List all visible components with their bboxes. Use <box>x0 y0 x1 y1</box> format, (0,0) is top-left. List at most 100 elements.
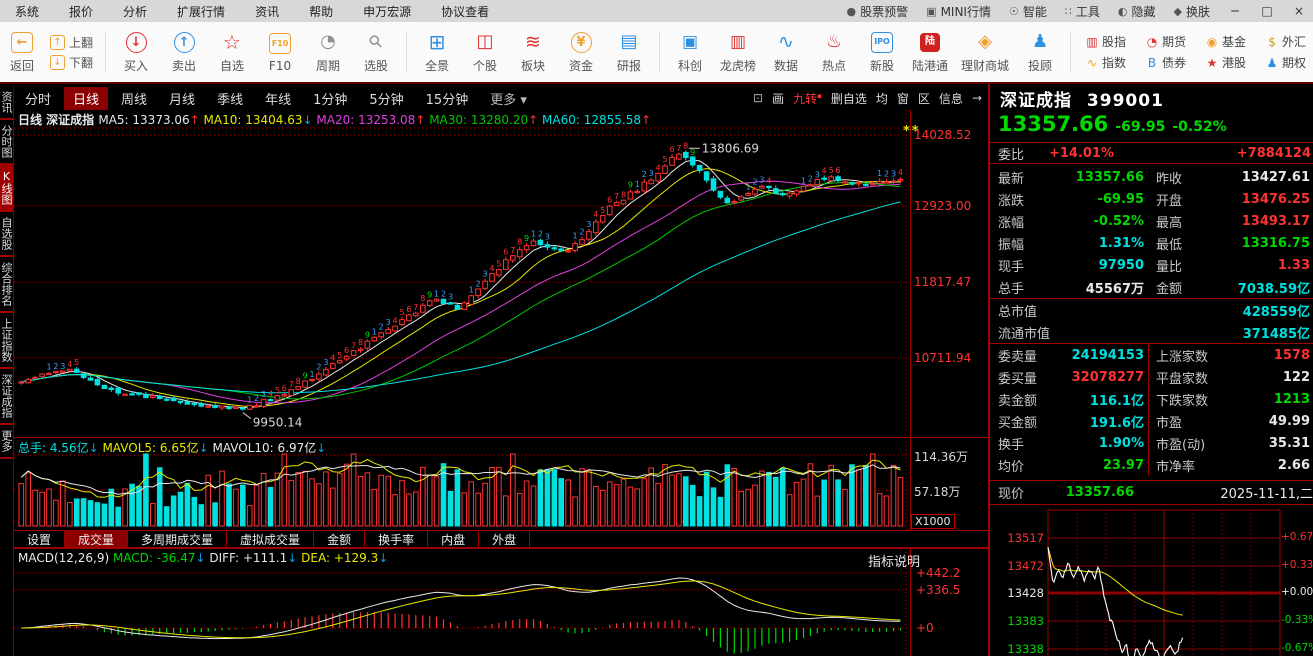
indicator-tab-外盘[interactable]: 外盘 <box>479 531 531 547</box>
status-skin[interactable]: ◆ 换肤 <box>1167 3 1217 20</box>
sidebar-item-上证指数[interactable]: 上证指数 <box>0 313 13 369</box>
status-hide[interactable]: ◐ 隐藏 <box>1111 3 1163 20</box>
toolbar-panorama-button[interactable]: ⊞ 全景 <box>413 30 461 74</box>
market-futures[interactable]: ◔ 期货 <box>1145 33 1203 50</box>
menu-2[interactable]: 报价 <box>69 4 94 19</box>
market-forex[interactable]: $ 外汇 <box>1265 33 1313 50</box>
toolbar-hot-button[interactable]: ♨ 热点 <box>810 30 858 74</box>
svg-text:9950.14: 9950.14 <box>253 416 303 430</box>
market-fund[interactable]: ◉ 基金 <box>1205 33 1263 50</box>
sidebar-item-自选股[interactable]: 自选股 <box>0 212 13 257</box>
sidebar-item-K线图[interactable]: K线图 <box>0 165 13 212</box>
pin-icon[interactable]: ⊡ <box>753 91 764 105</box>
toolbar-stock-button[interactable]: ◫ 个股 <box>461 30 509 74</box>
menu-6[interactable]: 帮助 <box>309 4 334 19</box>
sidebar-item-更多[interactable]: 更多 <box>0 425 13 459</box>
status-mini-quote[interactable]: ▣ MINI行情 <box>919 3 998 20</box>
quote-price-row: 13357.66 -69.95 -0.52% <box>998 112 1227 136</box>
indicator-tab-金额[interactable]: 金额 <box>314 531 366 547</box>
toolbar-period-button[interactable]: ◔ 周期 <box>304 30 352 74</box>
market-bond[interactable]: B 债券 <box>1145 54 1203 71</box>
svg-text:5: 5 <box>74 358 79 367</box>
period-tab-周线[interactable]: 周线 <box>121 92 148 108</box>
mini-intraday-chart[interactable] <box>992 506 1313 656</box>
toolbar-sector-button[interactable]: ≋ 板块 <box>509 30 557 74</box>
macd-axis-label: +442.2 <box>916 566 961 580</box>
toolbar-f10-button[interactable]: F10 F10 <box>256 32 304 73</box>
tool-删自选[interactable]: 删自选 <box>830 91 867 106</box>
menu-3[interactable]: 分析 <box>123 4 148 19</box>
indicator-tab-成交量[interactable]: 成交量 <box>65 531 129 547</box>
close-button[interactable]: × <box>1293 4 1305 18</box>
sidebar-item-综合排名[interactable]: 综合排名 <box>0 257 13 313</box>
period-tab-分时[interactable]: 分时 <box>25 92 52 108</box>
indicator-tab-虚拟成交量[interactable]: 虚拟成交量 <box>227 531 315 547</box>
period-tab-月线[interactable]: 月线 <box>169 92 196 108</box>
market-index[interactable]: ∿ 指数 <box>1085 54 1143 71</box>
toolbar-mall-button[interactable]: ◈ 理财商城 <box>954 30 1016 74</box>
sidebar-item-资讯[interactable]: 资讯 <box>0 86 13 120</box>
period-tab-5分钟[interactable]: 5分钟 <box>369 92 404 108</box>
tool-窗[interactable]: 窗 <box>896 91 909 106</box>
market-hk-stock[interactable]: ★ 港股 <box>1205 54 1263 71</box>
quote-label: 涨幅 <box>998 215 1025 231</box>
toolbar-report-button[interactable]: ▤ 研报 <box>605 30 653 74</box>
menu-4[interactable]: 扩展行情 <box>177 4 226 19</box>
toolbar-hgt-button[interactable]: 陆陆港通 <box>906 30 954 74</box>
svg-text:2: 2 <box>538 229 543 238</box>
data-icon: ∿ <box>778 30 794 53</box>
menu-1[interactable]: 系统 <box>15 4 40 19</box>
toolbar-buy-button[interactable]: ↓ 买入 <box>112 30 160 74</box>
toolbar-stock-pick-button[interactable]: ⚲ 选股 <box>352 30 400 74</box>
page-down-button[interactable]: ↓ 下翻 <box>50 54 93 71</box>
tool-九转[interactable]: 九转▪ <box>793 91 822 106</box>
toolbar-star-market-button[interactable]: ▣ 科创 <box>666 30 714 74</box>
period-tab-1分钟[interactable]: 1分钟 <box>313 92 348 108</box>
menu-8[interactable]: 协议查看 <box>441 4 490 19</box>
period-tab-日线[interactable]: 日线 <box>64 86 109 110</box>
indicator-tab-设置[interactable]: 设置 <box>14 531 66 547</box>
page-up-button[interactable]: ↑ 上翻 <box>50 34 93 51</box>
toolbar-favorite-button[interactable]: ☆ 自选 <box>208 30 256 74</box>
indicator-tab-多周期成交量[interactable]: 多周期成交量 <box>128 531 228 547</box>
quote-value: 428559亿 <box>1242 304 1310 320</box>
tool-画[interactable]: 画 <box>772 91 785 106</box>
indicator-tab-换手率[interactable]: 换手率 <box>365 531 429 547</box>
tool-信息[interactable]: 信息 <box>938 91 963 106</box>
toolbar-ipo-button[interactable]: IPO 新股 <box>858 30 906 74</box>
toolbar-advisor-button[interactable]: ♟ 投顾 <box>1016 30 1064 74</box>
menu-7[interactable]: 申万宏源 <box>363 4 412 19</box>
volume-chart[interactable] <box>14 437 988 530</box>
minimize-button[interactable]: ─ <box>1231 4 1239 18</box>
indicator-tab-内盘[interactable]: 内盘 <box>428 531 480 547</box>
volume-header: 总手: 4.56亿↓ MAVOL5: 6.65亿↓ MAVOL10: 6.97亿… <box>18 439 326 456</box>
toolbar-label: 科创 <box>678 59 703 73</box>
status-bell[interactable]: ● 股票预警 <box>840 3 916 20</box>
tool-均[interactable]: 均 <box>875 91 888 106</box>
back-button[interactable]: ← 返回 <box>0 30 44 74</box>
sidebar-item-深证成指[interactable]: 深证成指 <box>0 369 13 425</box>
sidebar-item-分时图[interactable]: 分时图 <box>0 120 13 165</box>
menu-5[interactable]: 资讯 <box>255 4 280 19</box>
collapse-panel-icon[interactable]: → <box>971 91 982 105</box>
tool-区[interactable]: 区 <box>917 91 930 106</box>
period-bar: 分时 日线 周线 月线 季线 年线 1分钟 5分钟 15分钟 更多 ▾ ⊡ 画九转▪ 删自选均窗区信息… <box>14 86 988 110</box>
period-tab-年线[interactable]: 年线 <box>265 92 292 108</box>
status-tools[interactable]: ∷ 工具 <box>1058 3 1107 20</box>
toolbar-data-button[interactable]: ∿ 数据 <box>762 30 810 74</box>
period-tab-季线[interactable]: 季线 <box>217 92 244 108</box>
period-tab-more[interactable]: 更多 ▾ <box>490 92 527 108</box>
toolbar-dragon-tiger-button[interactable]: ▥ 龙虎榜 <box>714 30 762 74</box>
status-robot[interactable]: ☉ 智能 <box>1002 3 1054 20</box>
toolbar-sell-button[interactable]: ↑ 卖出 <box>160 30 208 74</box>
maximize-button[interactable]: □ <box>1261 4 1273 18</box>
period-tab-15分钟[interactable]: 15分钟 <box>425 92 469 108</box>
toolbar-funds-button[interactable]: ¥ 资金 <box>557 30 605 74</box>
macd-chart[interactable] <box>14 548 988 656</box>
market-index-futures[interactable]: ▥ 股指 <box>1085 33 1143 50</box>
indicator-help-link[interactable]: 指标说明 <box>868 555 921 570</box>
market-label: 股指 <box>1102 35 1127 49</box>
ma-value: MA10: 13404.63 <box>199 113 303 127</box>
market-option[interactable]: ♟ 期权 <box>1265 54 1313 71</box>
